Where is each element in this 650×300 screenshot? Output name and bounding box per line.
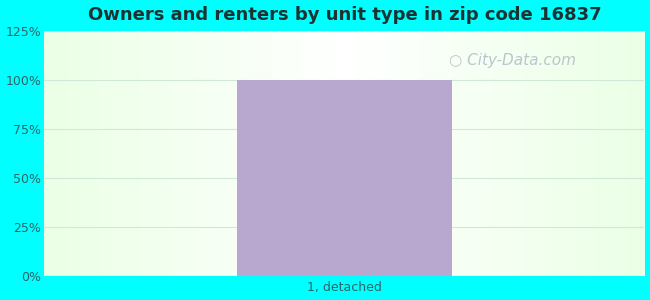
Text: ○ City-Data.com: ○ City-Data.com bbox=[449, 52, 576, 68]
Bar bbox=[237, 80, 452, 276]
Title: Owners and renters by unit type in zip code 16837: Owners and renters by unit type in zip c… bbox=[88, 6, 601, 24]
